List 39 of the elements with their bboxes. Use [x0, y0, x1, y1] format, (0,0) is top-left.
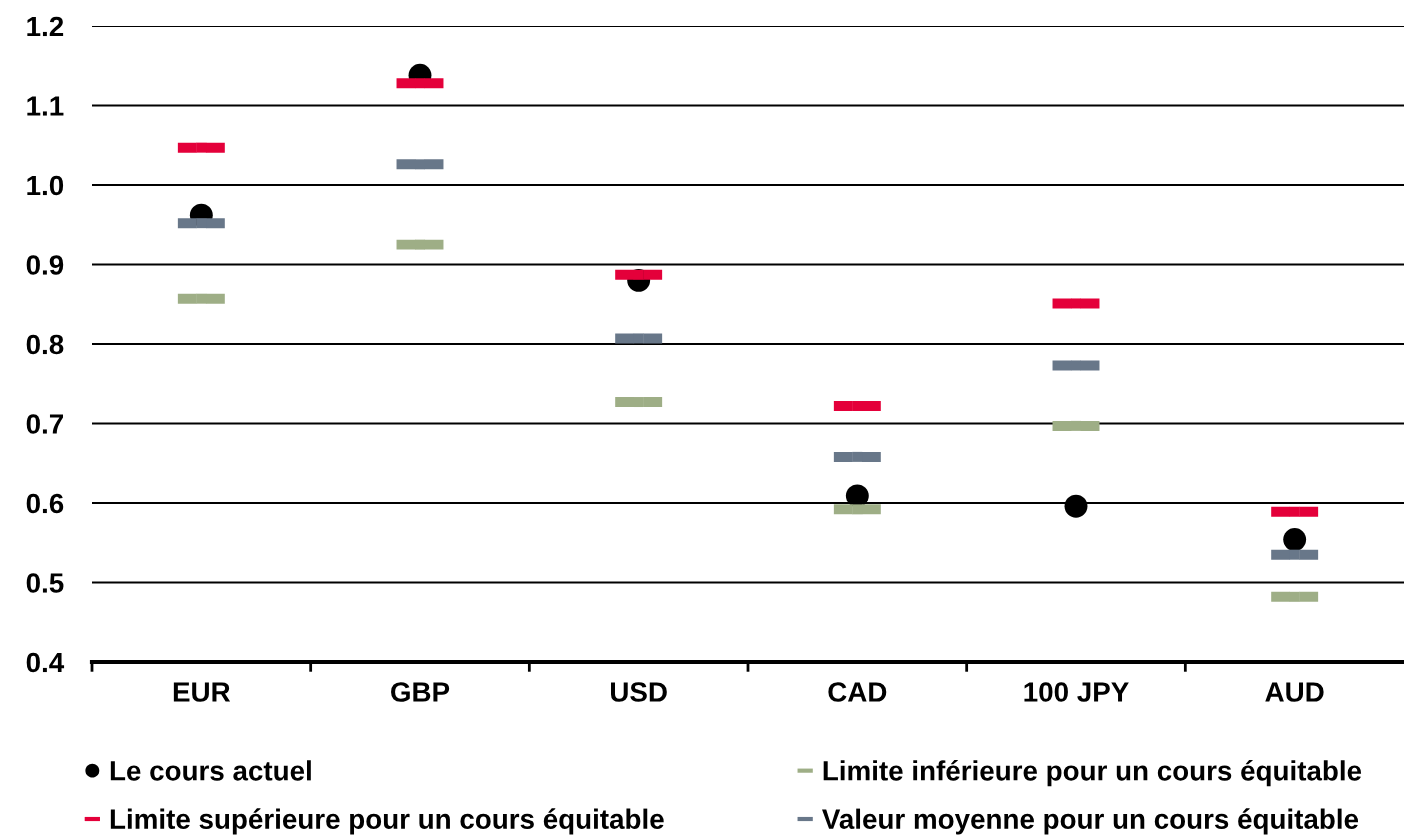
y-tick-label: 0.4 [26, 652, 65, 673]
point [196, 142, 207, 153]
point [852, 451, 863, 462]
x-tick-label: CAD [828, 682, 887, 702]
y-tick-label: 0.7 [26, 414, 63, 434]
legend-label: Le cours actuel [110, 760, 311, 781]
point [1064, 494, 1088, 518]
y-tick-label: 0.5 [26, 573, 64, 593]
point [196, 293, 207, 304]
point [415, 239, 425, 250]
y-tick-label: 1.0 [27, 175, 64, 196]
point [852, 504, 863, 515]
point [415, 78, 425, 89]
point [852, 401, 863, 412]
legend-label: Limite supérieure pour un cours équitable [110, 808, 664, 835]
x-tick-label: EUR [173, 682, 231, 702]
x-tick-label: AUD [1265, 682, 1324, 702]
point [1289, 549, 1300, 560]
point [1071, 298, 1081, 309]
y-tick-label: 0.6 [26, 493, 64, 514]
point [1289, 591, 1300, 602]
point [633, 269, 644, 280]
point [1283, 528, 1307, 552]
point [1289, 506, 1300, 517]
x-tick-label: GBP [391, 682, 450, 702]
point [633, 397, 644, 408]
point [1071, 360, 1081, 371]
y-tick-label: 1.2 [27, 16, 64, 37]
point [196, 218, 207, 229]
x-tick-label: USD [611, 682, 667, 702]
y-tick-label: 0.8 [26, 334, 64, 355]
x-tick-label: 100 JPY [1024, 682, 1129, 702]
y-tick-label: 0.9 [26, 255, 64, 275]
legend-label: Limite inférieure pour un cours équitable [823, 760, 1362, 787]
y-tick-label: 1.1 [27, 96, 64, 116]
point [633, 333, 644, 344]
point [1071, 420, 1081, 431]
legend-label: Valeur moyenne pour un cours équitable [822, 808, 1359, 835]
point [415, 159, 425, 170]
